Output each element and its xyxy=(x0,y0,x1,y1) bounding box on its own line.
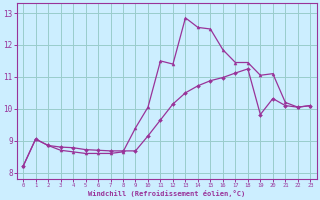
X-axis label: Windchill (Refroidissement éolien,°C): Windchill (Refroidissement éolien,°C) xyxy=(88,190,245,197)
